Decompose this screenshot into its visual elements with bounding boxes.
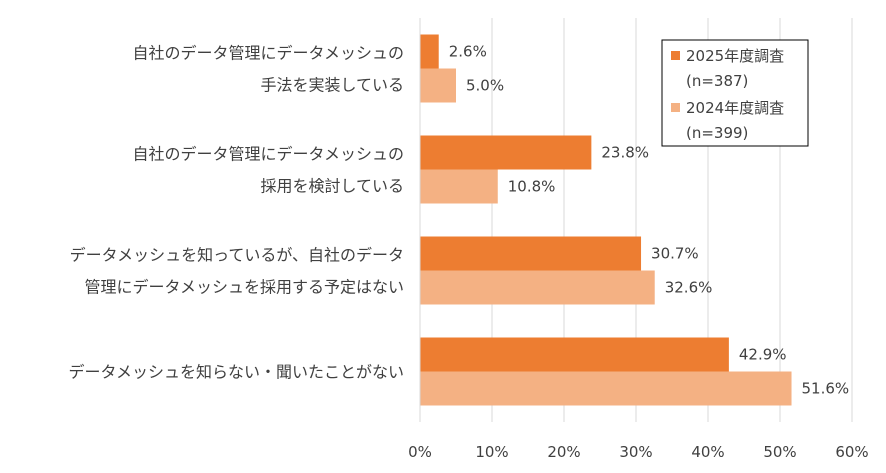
category-label: 採用を検討している <box>260 177 404 196</box>
legend-label: 2024年度調査 <box>686 99 784 117</box>
category-label: 自社のデータ管理にデータメッシュの <box>132 44 404 63</box>
bar <box>420 270 655 305</box>
legend-swatch <box>671 103 680 112</box>
legend-swatch <box>671 51 680 60</box>
category-label: 自社のデータ管理にデータメッシュの <box>132 145 404 164</box>
bar <box>420 337 729 372</box>
data-label: 42.9% <box>739 346 787 364</box>
x-tick-label: 0% <box>408 443 432 461</box>
x-tick-label: 40% <box>691 443 724 461</box>
legend-note: (n=399) <box>686 124 748 142</box>
bar <box>420 371 792 406</box>
data-label: 2.6% <box>449 43 487 61</box>
bar <box>420 135 592 170</box>
category-label: データメッシュを知っているが、自社のデータ <box>70 246 404 265</box>
x-tick-label: 30% <box>619 443 652 461</box>
bar <box>420 68 456 103</box>
legend-note: (n=387) <box>686 72 748 90</box>
data-label: 10.8% <box>508 178 556 196</box>
category-label: データメッシュを知らない・聞いたことがない <box>68 363 404 382</box>
category-label: 手法を実装している <box>260 76 404 95</box>
category-label: 管理にデータメッシュを採用する予定はない <box>84 278 404 297</box>
data-label: 5.0% <box>466 77 504 95</box>
data-label: 32.6% <box>665 279 713 297</box>
x-tick-label: 10% <box>475 443 508 461</box>
x-tick-label: 20% <box>547 443 580 461</box>
x-tick-label: 50% <box>763 443 796 461</box>
data-label: 30.7% <box>651 245 699 263</box>
legend-box <box>661 39 809 147</box>
legend-label: 2025年度調査 <box>686 47 784 65</box>
x-tick-label: 60% <box>835 443 868 461</box>
bar <box>420 34 439 69</box>
bar <box>420 169 498 204</box>
data-label: 51.6% <box>802 380 850 398</box>
data-label: 23.8% <box>601 144 649 162</box>
bar <box>420 236 642 271</box>
